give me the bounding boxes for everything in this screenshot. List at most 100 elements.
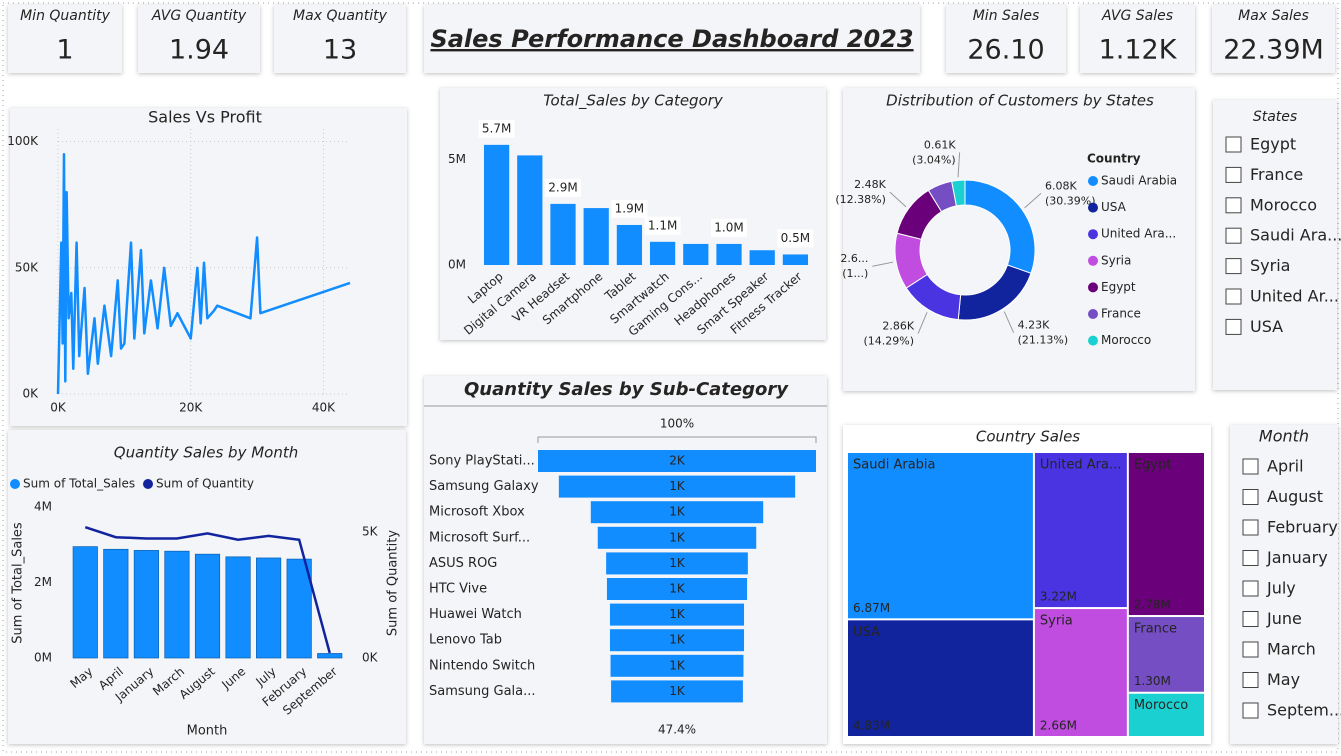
slicer-checkbox[interactable] — [1225, 136, 1242, 153]
data-label-bg — [478, 119, 515, 138]
slicer-checkbox[interactable] — [1225, 258, 1242, 275]
leader-line — [872, 261, 894, 267]
category-label: Samsung Gala... — [429, 684, 536, 699]
data-label: 0.61K — [924, 138, 956, 151]
funnel-top-label: 100% — [660, 417, 694, 431]
y-tick-label: 50K — [15, 260, 39, 274]
x-tick-label: 20K — [179, 401, 203, 415]
kpi-label: AVG Quantity — [151, 8, 247, 24]
funnel-bar — [597, 526, 757, 549]
data-label: 1K — [669, 684, 686, 698]
data-label: 1K — [669, 607, 686, 621]
bar — [286, 558, 312, 659]
slicer-checkbox[interactable] — [1225, 227, 1242, 244]
slicer-checkbox[interactable] — [1242, 550, 1259, 566]
slicer-checkbox[interactable] — [1242, 641, 1259, 658]
legend-label: USA — [1101, 200, 1127, 214]
category-label: Lenovo Tab — [429, 633, 502, 648]
data-label: 1K — [669, 582, 686, 596]
bar — [583, 208, 609, 265]
bar — [225, 556, 251, 659]
slicer-checkbox[interactable] — [1242, 580, 1259, 597]
slicer-item[interactable]: May — [1267, 670, 1300, 689]
kpi-value: 26.10 — [967, 35, 1044, 66]
data-label: 6.87M — [853, 601, 890, 615]
slicer-item[interactable]: August — [1267, 487, 1323, 506]
bar — [616, 224, 643, 265]
data-label-percent: (21.13%) — [1018, 334, 1069, 347]
category-label: Microsoft Xbox — [429, 505, 525, 520]
slicer-item[interactable]: USA — [1250, 317, 1283, 336]
treemap-tile — [1034, 609, 1127, 736]
slicer-checkbox[interactable] — [1242, 702, 1259, 719]
leader-line — [957, 152, 961, 178]
data-label: 4.23K — [1018, 319, 1050, 332]
slicer-item[interactable]: January — [1266, 548, 1328, 567]
chart-title: Sales Vs Profit — [148, 108, 262, 127]
slicer-item[interactable]: France — [1250, 165, 1303, 184]
slicer-item[interactable]: Egypt — [1250, 135, 1296, 154]
legend-label: Morocco — [1101, 333, 1151, 347]
data-label: 2.78M — [1134, 598, 1171, 612]
category-label: Samsung Galaxy — [429, 479, 539, 494]
kpi-label: Max Sales — [1238, 8, 1309, 24]
treemap-tile — [848, 620, 1033, 736]
tile-label: Egypt — [1134, 458, 1172, 473]
slicer-item[interactable]: April — [1267, 457, 1304, 476]
data-label: 2.86K — [882, 320, 914, 333]
bar — [683, 243, 709, 265]
data-label-bg — [545, 178, 581, 197]
slicer-item[interactable]: Saudi Ara... — [1250, 226, 1341, 245]
slicer-checkbox[interactable] — [1242, 458, 1259, 475]
tile-label: Syria — [1040, 614, 1073, 629]
data-label: 2.9M — [548, 180, 577, 194]
slicer-item[interactable]: July — [1266, 579, 1296, 598]
bar — [716, 243, 742, 265]
slicer-checkbox[interactable] — [1225, 288, 1242, 305]
data-label: 1.9M — [615, 201, 644, 215]
slicer-item[interactable]: February — [1267, 518, 1338, 537]
data-label: 1K — [669, 556, 686, 570]
tile-label: France — [1134, 622, 1177, 637]
slicer-item[interactable]: United Ar... — [1250, 287, 1339, 306]
y-tick-label: 0M — [34, 651, 52, 665]
treemap-tile — [1034, 453, 1127, 608]
panel — [138, 5, 260, 73]
bar — [133, 550, 159, 659]
panel — [8, 5, 122, 73]
bar — [256, 557, 282, 659]
data-label-bg — [711, 218, 747, 237]
slicer-item[interactable]: Syria — [1250, 256, 1290, 275]
chart-title: Quantity Sales by Month — [114, 444, 298, 462]
kpi-value: 1.12K — [1099, 35, 1178, 66]
legend-swatch — [1088, 282, 1098, 293]
slicer-checkbox[interactable] — [1242, 519, 1259, 536]
x-axis-title: Month — [187, 724, 228, 739]
slicer-item[interactable]: Morocco — [1250, 195, 1317, 214]
slicer-item[interactable]: Septem... — [1267, 701, 1341, 720]
bar — [164, 550, 190, 659]
slicer-checkbox[interactable] — [1242, 672, 1259, 688]
slicer-item[interactable]: June — [1266, 609, 1302, 628]
data-label: 1K — [669, 530, 686, 544]
slicer-checkbox[interactable] — [1242, 611, 1259, 627]
legend-label: Saudi Arabia — [1101, 174, 1177, 188]
data-label-percent: (3.04%) — [912, 153, 956, 166]
slicer-checkbox[interactable] — [1225, 166, 1242, 183]
data-label-bg — [644, 216, 681, 235]
slicer-checkbox[interactable] — [1242, 489, 1259, 505]
data-label: 4.83M — [853, 719, 890, 733]
bar — [649, 241, 676, 265]
panel — [274, 5, 406, 73]
data-label-percent: (12.38%) — [835, 193, 886, 206]
slicer-item[interactable]: March — [1267, 640, 1316, 659]
slicer-checkbox[interactable] — [1225, 197, 1242, 214]
panel — [1080, 5, 1195, 73]
bar — [782, 254, 809, 265]
slicer-checkbox[interactable] — [1225, 318, 1242, 335]
legend-swatch — [1088, 202, 1098, 213]
y-axis-title: Sum of Total_Sales — [11, 522, 26, 644]
data-label-percent: (1...) — [842, 267, 868, 280]
funnel-bottom-label: 47.4% — [658, 723, 696, 737]
